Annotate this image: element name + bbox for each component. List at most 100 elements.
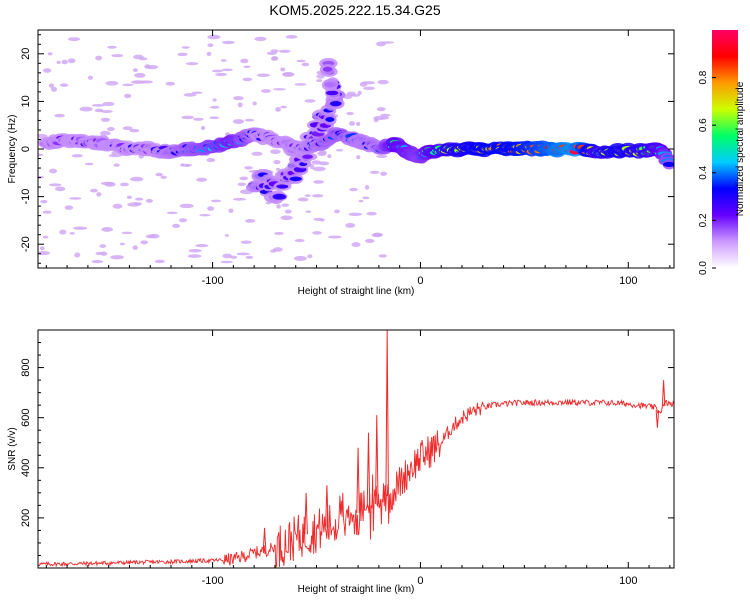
spectrogram-speckle [274, 231, 284, 235]
spectrogram-speckle [349, 187, 358, 192]
spectrogram-speckle [318, 161, 330, 166]
spectrogram-speckle [124, 93, 132, 99]
spectrogram-speckle [356, 121, 361, 127]
spectrogram-speckle [99, 130, 111, 136]
spectrogram-speckle [237, 102, 243, 108]
spectrogram-speckle [256, 73, 270, 78]
spectrogram-speckle [215, 72, 228, 77]
spectrogram-speckle [371, 232, 383, 238]
spectrogram-speckle [68, 37, 81, 42]
spectrogram-speckle [43, 68, 52, 73]
spectrogram-speckle [48, 83, 55, 88]
spectrogram-speckle [361, 81, 375, 85]
spectrogram-speckle [191, 91, 203, 94]
spectrogram-speckle [200, 126, 206, 130]
spectrogram-speckle [320, 218, 325, 222]
spectrogram-branch-core [325, 117, 335, 122]
spectrogram-speckle [240, 240, 252, 244]
colorbar-tick-label: 0.8 [698, 70, 709, 84]
spectrogram-speckle [135, 197, 144, 201]
snr-ytick-label: 400 [20, 459, 32, 477]
spectrogram-branch-core [325, 90, 339, 96]
snr-xtick-label: -100 [202, 575, 224, 587]
spectrogram-speckle [236, 252, 250, 256]
snr-spike [304, 492, 308, 535]
spectrogram-branch-core [322, 66, 333, 72]
spectrogram-speckle [183, 92, 197, 97]
spectrogram-marks [38, 34, 674, 264]
spectrogram-speckle [104, 181, 116, 187]
spectrogram-speckle [107, 45, 117, 49]
spectrogram-speckle [376, 107, 386, 112]
spectrogram-speckle [378, 254, 387, 258]
spectrogram-speckle [100, 110, 113, 113]
spectrogram-speckle [100, 117, 111, 122]
colorbar-tick-label: 0.0 [698, 261, 709, 275]
spectrogram-speckle [140, 240, 148, 245]
spectrogram-speckle [224, 234, 230, 237]
spectrogram-speckle [49, 168, 58, 174]
spectrogram-speckle [221, 68, 233, 72]
spectrogram-speckle [130, 176, 144, 182]
spectrogram-speckle [245, 219, 256, 223]
snr-ytick-label: 200 [20, 509, 32, 527]
spectrogram-ridge-core [662, 161, 674, 167]
spectrogram-speckle [96, 192, 102, 197]
spectrogram-speckle [87, 75, 93, 80]
spectrogram-speckle [345, 222, 356, 228]
spectrogram-speckle [348, 121, 356, 126]
colorbar: 0.0 0.2 0.4 0.6 0.8 Normalized spectral ampl… [698, 30, 746, 275]
spectrogram-speckle [129, 128, 140, 133]
spectrogram-speckle [293, 256, 307, 262]
spectrogram-speckle [244, 118, 255, 122]
colorbar-gradient [712, 30, 738, 268]
spectrogram-speckle [92, 104, 105, 107]
spectrogram-speckle [222, 40, 235, 45]
snr-spike [325, 485, 329, 527]
spectrogram-speckle [187, 254, 202, 258]
spectrogram-speckle [95, 55, 103, 61]
spectrogram-speckle [127, 202, 141, 207]
spectrogram-speckle [351, 242, 361, 247]
snr-ylabel: SNR (v/v) [7, 427, 18, 470]
spectrogram-speckle [376, 154, 388, 158]
spectrogram-speckle [122, 126, 133, 130]
spectrogram-speckle [113, 163, 120, 167]
spectrogram-speckle [71, 154, 83, 158]
snr-spike [655, 410, 660, 428]
spectrogram-speckle [270, 249, 277, 253]
spectrogram-xtick-label: 0 [417, 275, 423, 287]
spectrogram-speckle [305, 210, 312, 214]
colorbar-tick-label: 0.6 [698, 118, 709, 132]
spectrogram-speckle [271, 56, 279, 60]
spectrogram-speckle [180, 163, 185, 167]
spectrogram-speckle [244, 166, 253, 170]
spectrogram-speckle [105, 80, 119, 86]
spectrogram-speckle [243, 65, 251, 68]
spectrogram-speckle [207, 34, 221, 40]
spectrogram-speckle [285, 35, 298, 39]
spectrogram-speckle [307, 254, 313, 259]
spectrogram-speckle [193, 117, 204, 121]
snr-spike [661, 380, 666, 407]
spectrogram-speckle [276, 204, 281, 209]
spectrogram-ytick-label: 10 [20, 95, 32, 107]
spectrogram-speckle [233, 96, 244, 101]
spectrogram-speckle [376, 41, 386, 47]
spectrogram-speckle [165, 81, 176, 86]
spectrogram-xtick-label: -100 [202, 275, 224, 287]
spectrogram-speckle [74, 252, 81, 258]
spectrogram-speckle [365, 238, 375, 243]
spectrogram-speckle [348, 212, 363, 216]
spectrogram-speckle [316, 74, 325, 79]
snr-marks [38, 330, 674, 568]
spectrogram-speckle [84, 162, 94, 166]
spectrogram-speckle [69, 197, 82, 200]
colorbar-tick-label: 0.4 [698, 165, 709, 179]
spectrogram-speckle [67, 58, 76, 64]
spectrogram-speckle [228, 208, 234, 213]
spectrogram-speckle [252, 101, 257, 106]
spectrogram-speckle [166, 211, 178, 215]
